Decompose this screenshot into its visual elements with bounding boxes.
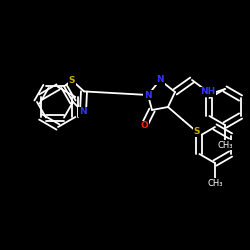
Text: CH₃: CH₃ <box>217 140 233 149</box>
Text: N: N <box>144 90 152 100</box>
Text: S: S <box>69 76 75 85</box>
Text: S: S <box>194 128 200 136</box>
Text: CH₃: CH₃ <box>207 178 223 188</box>
Text: O: O <box>140 122 148 130</box>
Text: N: N <box>156 76 164 84</box>
Text: N: N <box>79 108 87 116</box>
Text: NH: NH <box>200 88 216 96</box>
